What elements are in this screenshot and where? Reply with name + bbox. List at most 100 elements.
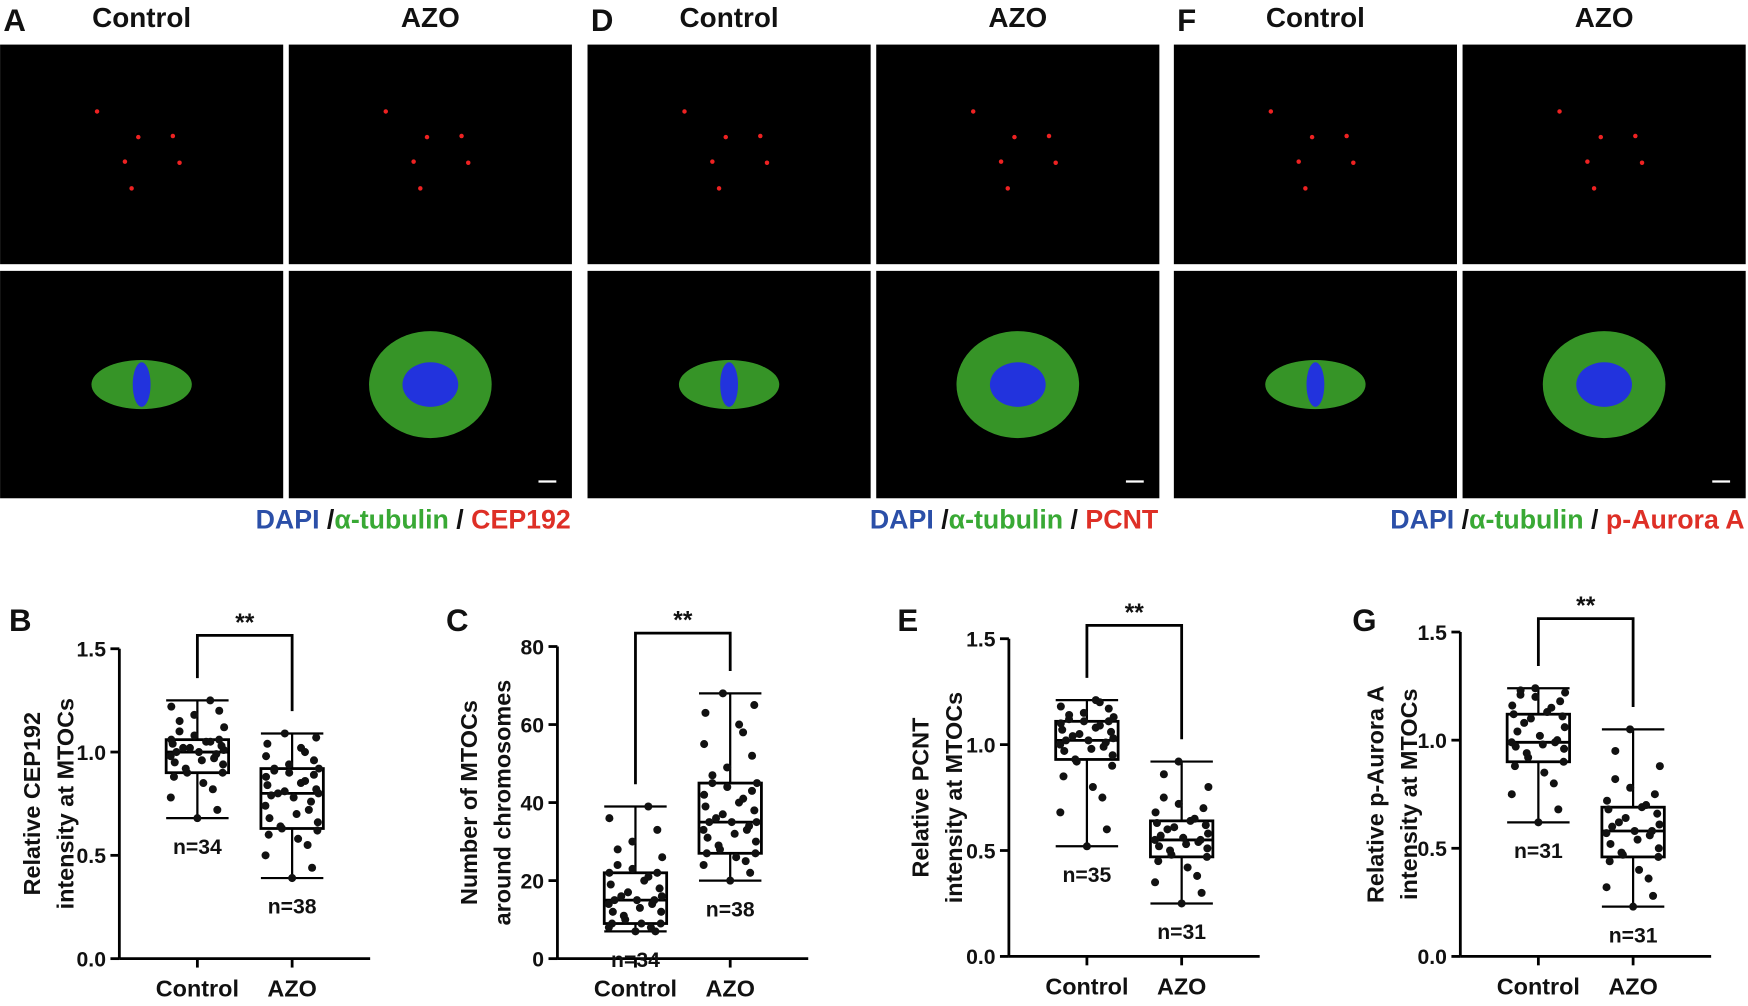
chromosomes <box>402 362 459 407</box>
data-point <box>261 801 270 810</box>
data-point <box>1556 697 1565 706</box>
stain-part: PCNT <box>1085 504 1158 534</box>
panel-letter: F <box>1177 3 1196 38</box>
data-point <box>1159 770 1168 779</box>
data-point <box>646 923 655 932</box>
data-point <box>711 814 721 823</box>
data-point <box>1540 768 1549 777</box>
data-point <box>263 739 272 748</box>
data-point <box>273 789 282 798</box>
signal-dot <box>1344 133 1349 139</box>
y-tick-label: 1.0 <box>966 734 995 757</box>
data-point <box>1614 818 1623 827</box>
data-point <box>1522 749 1531 758</box>
data-point <box>1549 779 1558 788</box>
data-point <box>628 864 637 873</box>
data-point <box>190 710 199 719</box>
x-tick-label: AZO <box>1608 973 1657 999</box>
data-point <box>1626 725 1635 734</box>
y-tick-label: 1.0 <box>77 742 106 765</box>
chromosomes <box>989 362 1046 407</box>
data-point <box>623 888 633 897</box>
data-point <box>1654 844 1663 853</box>
signal-dot <box>1296 159 1301 164</box>
stain-part: p-Aurora A <box>1606 504 1745 534</box>
data-point <box>726 876 735 885</box>
data-point <box>1155 842 1164 851</box>
micrograph <box>288 44 572 265</box>
data-point <box>179 743 188 752</box>
data-point <box>1056 740 1065 749</box>
data-point <box>723 763 732 772</box>
y-tick-label: 0.0 <box>966 946 995 969</box>
stain-part: / <box>1063 504 1085 534</box>
data-point <box>1109 734 1118 743</box>
data-point <box>1182 840 1191 849</box>
y-tick-label: 0.5 <box>77 845 107 868</box>
significance-bracket <box>1536 617 1635 708</box>
data-point <box>701 708 710 717</box>
y-tick-label: 0.0 <box>1418 946 1447 969</box>
data-point <box>1202 852 1211 861</box>
data-point <box>1603 796 1612 805</box>
y-axis-label: intensity at MTOCs <box>1396 689 1422 900</box>
y-tick-label: 1.0 <box>1418 730 1447 753</box>
data-point <box>1199 804 1208 813</box>
data-point <box>1554 805 1563 814</box>
data-point <box>175 727 184 736</box>
chromosomes <box>720 362 739 407</box>
significance-bracket <box>634 631 732 785</box>
x-tick-label: Control <box>594 976 677 1001</box>
data-point <box>650 896 659 905</box>
data-point <box>261 851 270 860</box>
y-tick-label: 1.5 <box>1418 622 1448 645</box>
data-point <box>656 919 665 928</box>
data-point <box>262 772 271 781</box>
signal-dot <box>1268 109 1274 114</box>
signal-dot <box>716 186 722 191</box>
data-point <box>653 868 662 877</box>
data-point <box>657 892 666 901</box>
data-point <box>1560 723 1569 732</box>
stain-part: / <box>327 504 335 534</box>
data-point <box>1151 808 1160 817</box>
y-tick-label: 0.5 <box>966 840 996 863</box>
data-point <box>628 837 637 846</box>
data-point <box>1507 738 1516 747</box>
y-tick-label: 60 <box>521 714 545 737</box>
data-point <box>1507 790 1516 799</box>
data-point <box>1058 725 1067 734</box>
data-point <box>751 849 760 858</box>
data-point <box>606 880 615 889</box>
data-point <box>289 793 298 802</box>
data-point <box>752 818 761 827</box>
data-point <box>1075 730 1084 739</box>
data-point <box>1642 801 1651 810</box>
data-point <box>215 735 224 744</box>
signal-dot <box>1639 160 1645 165</box>
data-point <box>1654 852 1663 861</box>
data-point <box>1177 899 1186 908</box>
panel-letter: G <box>1352 603 1376 638</box>
data-point <box>714 841 723 850</box>
data-point <box>1079 717 1088 726</box>
data-point <box>699 860 708 870</box>
panel-letter: C <box>446 603 469 638</box>
data-point <box>1163 825 1172 834</box>
data-point <box>1604 805 1613 814</box>
data-point <box>206 696 215 705</box>
n-label: n=34 <box>611 949 660 972</box>
data-point <box>309 770 318 779</box>
data-point <box>1204 782 1213 791</box>
data-point <box>1061 736 1070 745</box>
data-point <box>619 911 628 920</box>
signal-dot <box>1598 134 1604 140</box>
data-point <box>285 760 294 769</box>
significance: ** <box>1576 593 1596 620</box>
data-point <box>175 717 184 726</box>
data-point <box>197 756 206 765</box>
data-point <box>613 845 622 854</box>
signal-dot <box>723 134 728 140</box>
data-point <box>267 791 276 800</box>
